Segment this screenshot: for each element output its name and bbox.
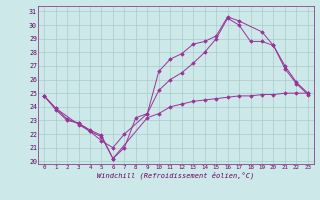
X-axis label: Windchill (Refroidissement éolien,°C): Windchill (Refroidissement éolien,°C) <box>97 172 255 179</box>
